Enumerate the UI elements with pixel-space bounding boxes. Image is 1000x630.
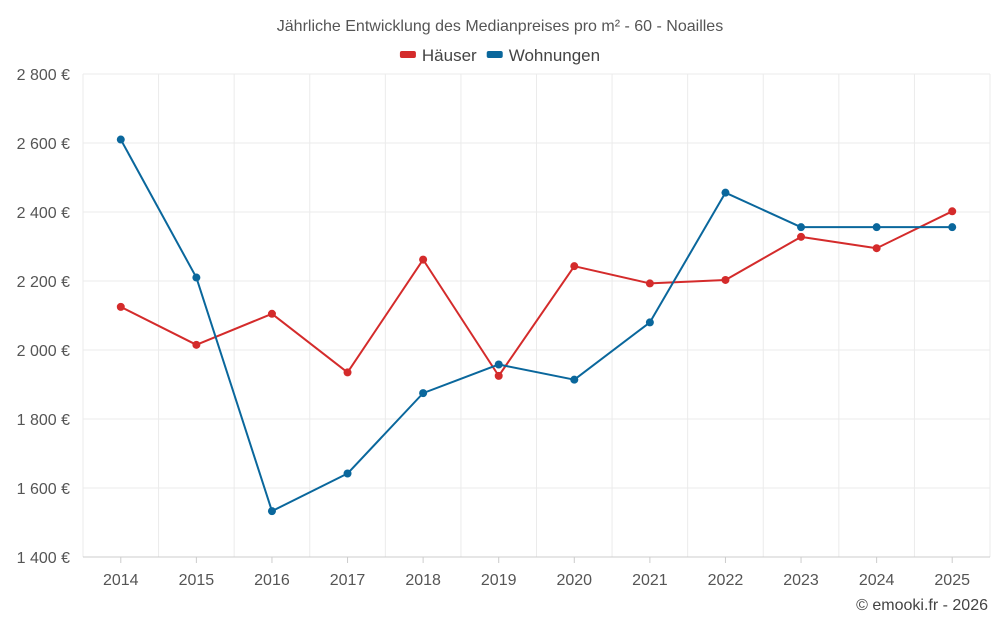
y-tick-label: 2 600 €	[17, 136, 70, 153]
chart-title: Jährliche Entwicklung des Medianpreises …	[277, 18, 723, 35]
series-layer	[116, 135, 957, 516]
series-line-wohnungen	[119, 139, 953, 513]
y-tick-label: 1 800 €	[17, 412, 70, 429]
grid	[82, 73, 991, 558]
y-tick-label: 2 000 €	[17, 343, 70, 360]
data-point-häuser	[116, 302, 125, 311]
data-point-wohnungen	[116, 135, 125, 144]
y-tick-label: 1 600 €	[17, 481, 70, 498]
legend-label: Wohnungen	[509, 46, 600, 65]
y-tick-label: 2 200 €	[17, 274, 70, 291]
data-point-häuser	[419, 255, 428, 264]
data-point-wohnungen	[267, 507, 276, 516]
x-tick-label: 2025	[934, 572, 970, 589]
data-point-wohnungen	[721, 188, 730, 197]
axes: 1 400 € 1 600 € 1 800 € 2 000 € 2 200 € 2 400…	[17, 67, 990, 589]
y-tick-label: 2 800 €	[17, 67, 70, 84]
data-point-wohnungen	[494, 360, 503, 369]
data-point-wohnungen	[419, 389, 428, 398]
x-tick-label: 2020	[556, 572, 592, 589]
data-point-häuser	[645, 279, 654, 288]
credit-text: © emooki.fr - 2026	[856, 597, 988, 614]
legend-label: Häuser	[422, 46, 477, 65]
x-tick-label: 2014	[103, 572, 139, 589]
data-point-häuser	[267, 309, 276, 318]
x-tick-label: 2017	[330, 572, 366, 589]
x-tick-label: 2021	[632, 572, 668, 589]
data-point-wohnungen	[645, 318, 654, 327]
data-point-wohnungen	[570, 375, 579, 384]
data-point-wohnungen	[948, 223, 957, 232]
data-point-wohnungen	[343, 469, 352, 478]
y-tick-label: 1 400 €	[17, 550, 70, 567]
x-tick-label: 2018	[405, 572, 441, 589]
x-tick-label: 2024	[859, 572, 895, 589]
data-point-häuser	[797, 232, 806, 241]
legend: Häuser Wohnungen	[399, 46, 600, 65]
data-point-häuser	[721, 275, 730, 284]
data-point-häuser	[494, 371, 503, 380]
x-tick-label: 2023	[783, 572, 819, 589]
x-tick-label: 2016	[254, 572, 290, 589]
data-point-wohnungen	[872, 223, 881, 232]
x-tick-label: 2015	[179, 572, 215, 589]
data-point-wohnungen	[797, 223, 806, 232]
x-tick-label: 2022	[708, 572, 744, 589]
data-point-häuser	[343, 368, 352, 377]
legend-swatch	[399, 51, 416, 58]
data-point-häuser	[192, 340, 201, 349]
series-line-häuser	[120, 210, 953, 377]
x-tick-label: 2019	[481, 572, 517, 589]
data-point-häuser	[570, 262, 579, 271]
legend-swatch	[486, 51, 503, 58]
data-point-häuser	[872, 244, 881, 253]
y-tick-label: 2 400 €	[17, 205, 70, 222]
data-point-wohnungen	[192, 273, 201, 282]
data-point-häuser	[948, 207, 957, 216]
